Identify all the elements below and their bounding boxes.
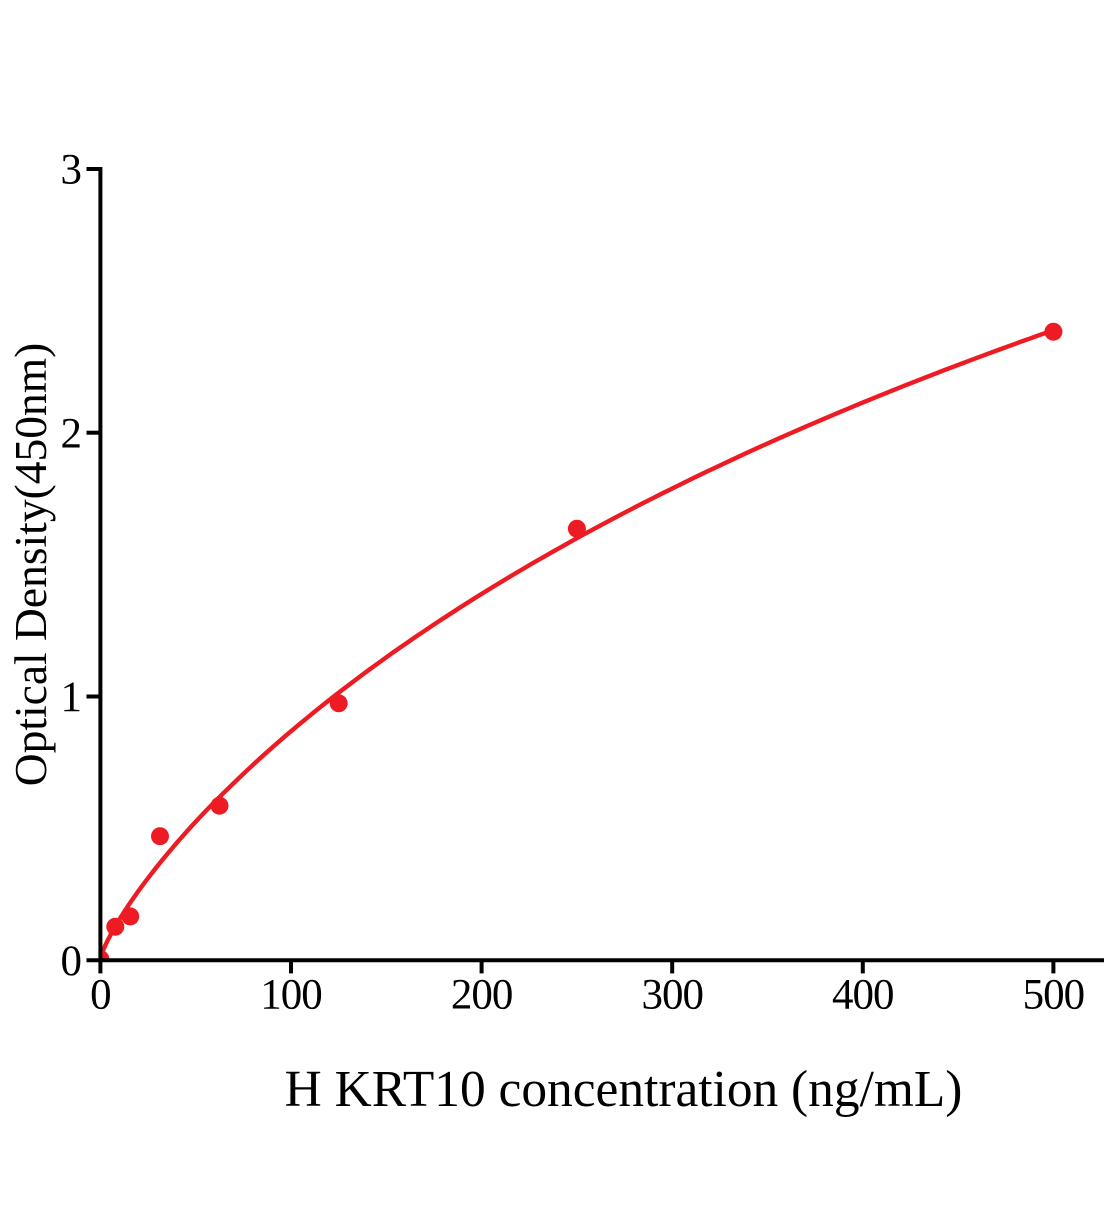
svg-text:400: 400 [832, 972, 894, 1019]
svg-text:200: 200 [451, 972, 513, 1019]
svg-text:2: 2 [61, 410, 83, 457]
svg-text:1: 1 [61, 674, 83, 721]
svg-text:0: 0 [61, 938, 83, 985]
svg-text:H KRT10 concentration (ng/mL): H KRT10 concentration (ng/mL) [285, 1061, 963, 1118]
svg-text:3: 3 [61, 147, 83, 194]
svg-text:100: 100 [260, 972, 322, 1019]
svg-text:500: 500 [1023, 972, 1085, 1019]
svg-text:Optical Density(450nm): Optical Density(450nm) [5, 343, 56, 787]
svg-text:300: 300 [641, 972, 703, 1019]
svg-text:0: 0 [90, 972, 111, 1019]
